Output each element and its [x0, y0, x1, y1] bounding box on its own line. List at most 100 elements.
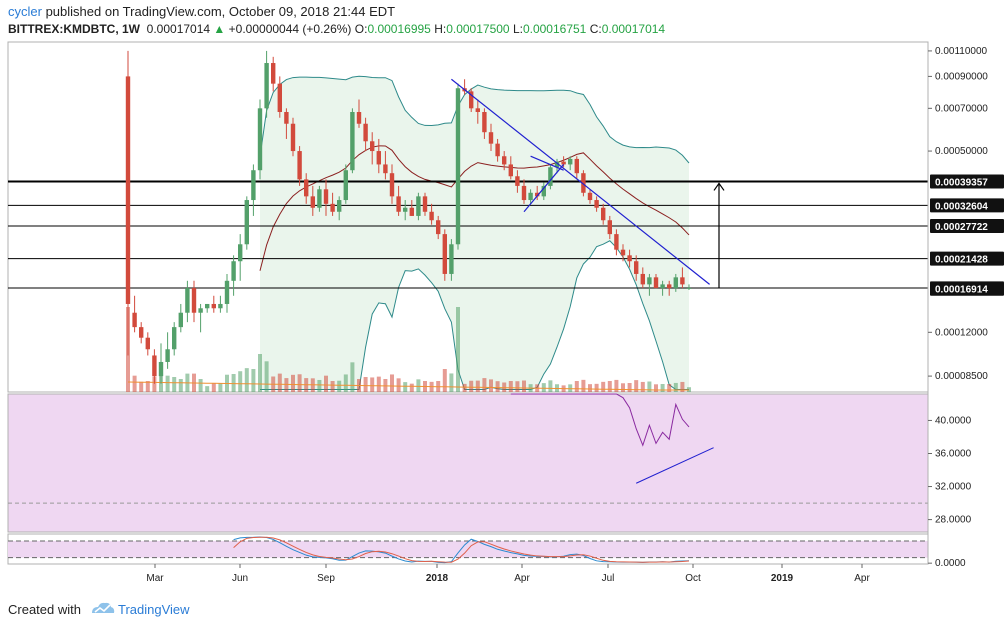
volume-bar [449, 373, 454, 392]
volume-bar [145, 381, 150, 392]
candle-body [620, 249, 626, 256]
volume-bar [330, 381, 335, 392]
candle-body [574, 158, 579, 174]
candle-body [535, 192, 540, 197]
candle-body [508, 164, 513, 177]
volume-bar [264, 361, 269, 392]
horizontal-levels [8, 180, 928, 289]
close-label: C: [589, 22, 602, 36]
volume-bar [277, 373, 282, 392]
candle-body [370, 141, 375, 152]
candle-body [403, 207, 408, 212]
publish-line: cycler published on TradingView.com, Oct… [8, 4, 395, 19]
candle-body [482, 112, 487, 133]
price-change: +0.00000044 (+0.26%) [228, 22, 352, 36]
candle-body [350, 112, 355, 171]
candle-body [594, 200, 599, 208]
candle-body [686, 287, 692, 289]
volume-bar [238, 371, 243, 392]
ohlc-line: BITTREX:KMDBTC, 1W 0.00017014 ▲ +0.00000… [8, 22, 665, 36]
up-arrow-icon: ▲ [213, 22, 226, 36]
tradingview-brand-link[interactable]: TradingView [118, 602, 190, 617]
rsi-tick-label: 32.0000 [935, 482, 972, 493]
bollinger-fill [260, 76, 689, 390]
rsi-trend-line [635, 447, 714, 484]
price-axis-badge-label: 0.00039357 [935, 177, 988, 188]
volume-bar [667, 384, 672, 392]
volume-bar [244, 368, 249, 392]
candle-body [264, 63, 269, 109]
volume-bar [442, 369, 447, 392]
candle-body [125, 76, 131, 304]
rsi-panel [8, 393, 928, 504]
price-tick-label: 0.00050000 [935, 146, 988, 157]
candle-body [165, 349, 170, 362]
volume-bar [363, 377, 368, 392]
candle-body [238, 244, 243, 262]
candle-body [568, 158, 573, 165]
volume-bar [621, 383, 625, 392]
volume-bar [284, 378, 289, 392]
candle-body [290, 123, 296, 152]
volume-bar [456, 307, 460, 392]
volume-bar [376, 376, 381, 392]
rsi-tick-label: 40.0000 [935, 415, 972, 426]
rsi-line [510, 393, 690, 447]
candle-body [587, 192, 593, 201]
tradingview-logo-icon [92, 602, 115, 613]
candle-body [647, 277, 652, 285]
volume-bar [172, 377, 177, 392]
volume-bar [660, 384, 665, 392]
created-with-text: Created with [8, 602, 81, 617]
price-axis-badge-label: 0.00032604 [935, 201, 988, 212]
low-label: L: [512, 22, 523, 36]
candle-body [601, 207, 606, 221]
volume-bar [139, 381, 144, 392]
volume-bar [581, 379, 586, 392]
volume-bar [409, 383, 414, 392]
volume-bar [627, 383, 632, 392]
candle-body [145, 337, 150, 350]
volume-bar [132, 375, 137, 392]
volume-bar [211, 383, 216, 392]
candle-body [409, 207, 414, 216]
author-link[interactable]: cycler [8, 4, 42, 19]
candle-body [455, 88, 461, 245]
target-arrow-head [713, 182, 725, 191]
candle-body [139, 327, 144, 338]
candle-body [561, 161, 566, 165]
volume-bar [495, 381, 500, 392]
price-axis: 0.00110000 0.00090000 0.00070000 0.00050000… [927, 42, 1004, 569]
price-tick-label: 0.00110000 [935, 46, 988, 57]
candle-body [660, 284, 665, 289]
volume-bar [489, 379, 493, 392]
candle-body [376, 151, 381, 165]
volume-bar [601, 381, 606, 392]
candle-body [277, 83, 282, 113]
volume-bar [515, 381, 520, 392]
chart-header: cycler published on TradingView.com, Oct… [0, 0, 1007, 40]
time-tick-label: Apr [514, 573, 530, 584]
candle-body [317, 189, 322, 208]
candle-body [396, 196, 401, 212]
candle-body [218, 303, 223, 309]
volume-bar [462, 383, 467, 392]
candle-body [640, 273, 645, 285]
volume-bar [291, 374, 295, 392]
volume-bar [416, 379, 421, 392]
candle-body [132, 312, 137, 328]
candle-body [323, 189, 329, 204]
candle-body [614, 234, 619, 250]
candle-body [389, 173, 395, 197]
footer: Created with TradingView [0, 598, 1007, 626]
candle-body [673, 277, 678, 289]
price-axis-badge [930, 281, 1004, 296]
high-label: H: [434, 22, 447, 36]
volume-bar [640, 381, 645, 392]
time-tick-label: Apr [854, 573, 870, 584]
price-chart[interactable]: 0.00110000 0.00090000 0.00070000 0.00050000… [0, 0, 1007, 598]
volume-bar [317, 379, 322, 392]
volume-bar [396, 378, 401, 392]
volume-bar [390, 374, 394, 392]
candle-body [469, 91, 474, 109]
